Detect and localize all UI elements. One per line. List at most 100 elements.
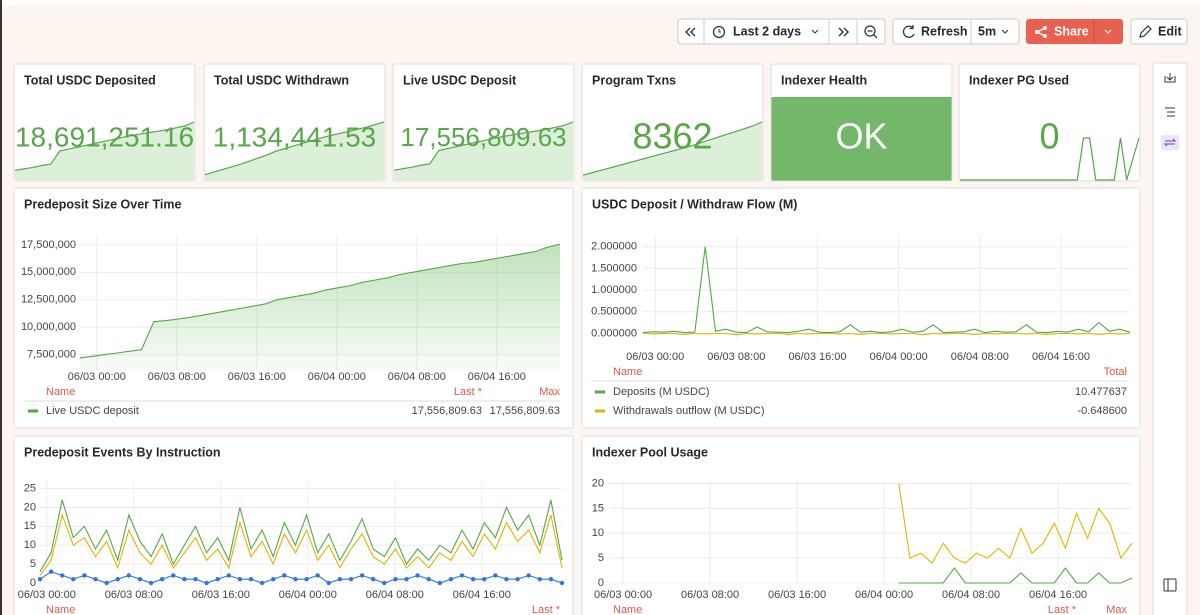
y-tick-label: 17,500,000 (21, 239, 76, 251)
series-line (79, 243, 561, 359)
stat-title: Indexer Health (781, 73, 867, 87)
edit-icon (1139, 25, 1152, 38)
series-point (559, 580, 565, 586)
sparkline-area (15, 122, 194, 180)
sidebar-active (1161, 135, 1179, 150)
series-point (415, 573, 420, 578)
stat-panel (203, 63, 386, 182)
share-group (1026, 19, 1123, 44)
x-tick-label: 06/03 00:00 (18, 589, 76, 601)
x-tick-label: 06/03 08:00 (681, 589, 739, 601)
panels: Total USDC Deposited 18,691,251.16 Total U… (13, 63, 1141, 615)
series-point (48, 569, 54, 574)
legend-name: Withdrawals outflow (M USDC) (613, 405, 765, 417)
x-tick-label: 06/04 08:00 (951, 351, 1009, 363)
share-button[interactable]: Share (1054, 24, 1089, 38)
stat-panel (958, 63, 1141, 182)
x-tick-label: 06/04 00:00 (855, 589, 913, 601)
legend-header: Name (46, 386, 75, 398)
edit-button[interactable]: Edit (1158, 24, 1182, 38)
time-range-picker[interactable]: Last 2 days (733, 24, 801, 38)
legend-header: Last * (532, 604, 561, 615)
legend-header: Last * (1048, 604, 1077, 615)
stat-title: Total USDC Withdrawn (214, 73, 349, 87)
back-button[interactable] (685, 27, 696, 37)
stat-value: 0 (1039, 116, 1059, 157)
legend-name: Live USDC deposit (46, 405, 139, 417)
x-tick-label: 06/03 16:00 (228, 371, 286, 383)
y-tick-label: 25 (24, 482, 36, 494)
panel-title: Indexer Pool Usage (592, 445, 708, 459)
stat-value: 17,556,809.63 (400, 122, 566, 152)
zoom-out-button[interactable] (864, 25, 876, 37)
edit-group (1130, 18, 1188, 45)
series-point (382, 580, 387, 586)
series-point (482, 577, 487, 582)
y-tick-label: 0.000000 (591, 327, 637, 339)
refresh-button[interactable]: Refresh (921, 24, 968, 38)
panel-title: USDC Deposit / Withdraw Flow (M) (592, 197, 797, 211)
legend-value: 10.477637 (1075, 386, 1127, 398)
sparkline (204, 121, 385, 176)
y-tick-label: 15,000,000 (21, 266, 76, 278)
stat-panel (581, 63, 764, 182)
series-point (459, 573, 465, 578)
forward-button[interactable] (838, 27, 849, 37)
series-line (898, 483, 1133, 564)
series-area (80, 244, 560, 370)
sidebar-dock[interactable] (1163, 578, 1177, 592)
series-point (448, 577, 454, 582)
series-point (193, 577, 198, 582)
series-point (437, 580, 443, 586)
x-tick-label: 06/03 00:00 (626, 351, 684, 363)
series-line (642, 246, 1131, 334)
series-point (370, 577, 376, 582)
y-tick-label: 12,500,000 (21, 294, 76, 306)
y-tick-label: 2.000000 (591, 241, 637, 253)
series-point (493, 573, 498, 578)
interval-picker[interactable]: 5m (978, 24, 996, 38)
series-point (326, 580, 331, 586)
panel (13, 435, 574, 615)
sidebar-outline[interactable] (1165, 107, 1175, 117)
series-point (37, 577, 43, 582)
stat-title: Indexer PG Used (969, 73, 1069, 87)
y-tick-label: 15 (24, 520, 36, 532)
stat-value: OK (835, 116, 887, 157)
clock-icon (712, 25, 726, 39)
series-point (337, 577, 343, 582)
series-point (548, 577, 554, 582)
series-point (304, 577, 309, 582)
share-dot (1043, 34, 1047, 38)
y-tick-label: 20 (592, 477, 604, 489)
series-point (359, 573, 365, 578)
clock-hands (718, 29, 721, 33)
series-point (515, 577, 520, 582)
legend-name: Deposits (M USDC) (613, 386, 710, 398)
series-point (171, 573, 176, 578)
x-tick-label: 06/04 08:00 (366, 589, 424, 601)
series-point (248, 577, 254, 582)
y-tick-label: 0.500000 (591, 306, 637, 318)
sidebar-toggle[interactable] (1163, 138, 1177, 147)
sidebar-export[interactable] (1164, 73, 1176, 83)
series-point (504, 577, 509, 582)
x-tick-label: 06/04 00:00 (308, 371, 366, 383)
share-dropdown[interactable] (1104, 29, 1112, 34)
stat-value: 1,134,441.53 (213, 121, 377, 152)
series-point (315, 573, 320, 578)
x-tick-label: 06/04 16:00 (1032, 351, 1090, 363)
series-line (39, 513, 563, 576)
series-point (404, 577, 409, 582)
x-tick-label: 06/04 00:00 (279, 589, 337, 601)
sparkline-area (394, 122, 573, 180)
series-point (259, 580, 265, 586)
x-tick-label: 06/04 08:00 (942, 589, 1000, 601)
series-point (426, 577, 431, 582)
y-tick-label: 5 (598, 552, 604, 564)
x-tick-label: 06/03 16:00 (788, 351, 846, 363)
x-tick-label: 06/03 00:00 (68, 371, 126, 383)
sidebar (1152, 62, 1188, 615)
x-tick-label: 06/03 08:00 (105, 589, 163, 601)
series-point (237, 577, 243, 582)
